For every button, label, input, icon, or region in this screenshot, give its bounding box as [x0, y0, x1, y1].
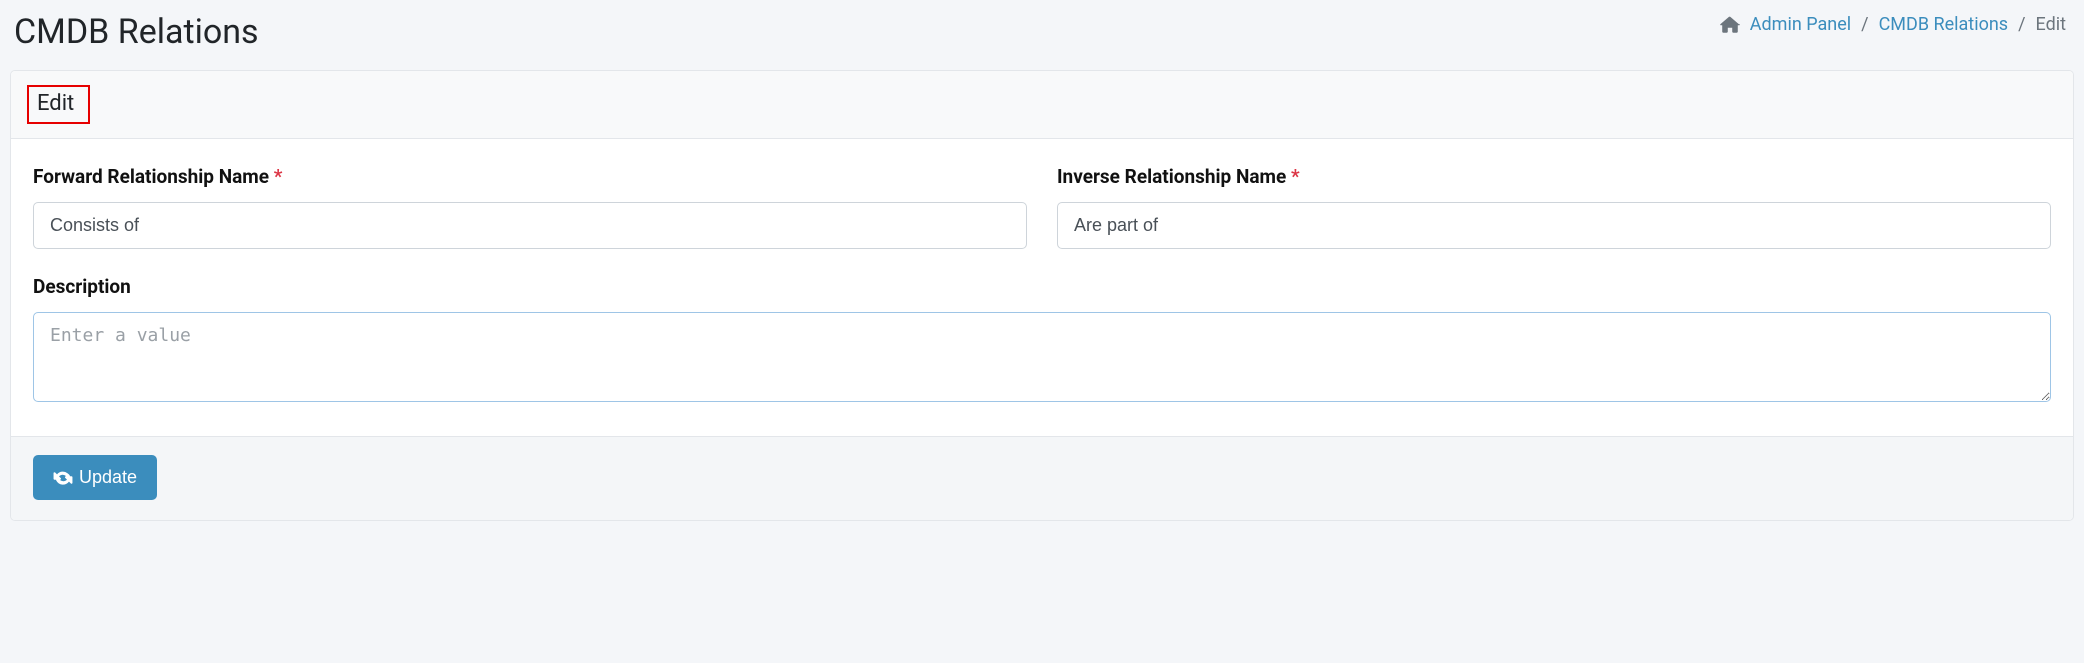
inverse-input[interactable]	[1057, 202, 2051, 249]
page-header: CMDB Relations Admin Panel / CMDB Relati…	[10, 8, 2074, 70]
update-button-label: Update	[79, 467, 137, 488]
inverse-label: Inverse Relationship Name *	[1057, 165, 2051, 188]
description-label: Description	[33, 275, 2051, 298]
breadcrumb-link-admin[interactable]: Admin Panel	[1750, 14, 1851, 35]
breadcrumb-sep: /	[1861, 14, 1868, 35]
breadcrumb-link-cmdb[interactable]: CMDB Relations	[1879, 14, 2009, 35]
inverse-label-text: Inverse Relationship Name	[1057, 165, 1286, 188]
forward-label: Forward Relationship Name *	[33, 165, 1027, 188]
breadcrumb-current: Edit	[2036, 14, 2066, 35]
required-mark: *	[1291, 165, 1300, 188]
card-body: Forward Relationship Name * Inverse Rela…	[11, 139, 2073, 436]
page: CMDB Relations Admin Panel / CMDB Relati…	[0, 0, 2084, 531]
card-header: Edit	[11, 71, 2073, 139]
update-button[interactable]: Update	[33, 455, 157, 500]
tab-edit[interactable]: Edit	[27, 85, 90, 124]
form-group-forward: Forward Relationship Name *	[33, 165, 1027, 249]
form-group-inverse: Inverse Relationship Name *	[1057, 165, 2051, 249]
breadcrumb-sep: /	[2018, 14, 2025, 35]
sync-icon	[53, 468, 73, 488]
page-title: CMDB Relations	[14, 12, 259, 52]
breadcrumb: Admin Panel / CMDB Relations / Edit	[1720, 12, 2066, 35]
card-footer: Update	[11, 436, 2073, 520]
home-icon	[1720, 16, 1740, 34]
forward-label-text: Forward Relationship Name	[33, 165, 269, 188]
form-group-description: Description	[33, 275, 2051, 406]
description-textarea[interactable]	[33, 312, 2051, 402]
form-row-names: Forward Relationship Name * Inverse Rela…	[33, 165, 2051, 249]
edit-card: Edit Forward Relationship Name * Inverse…	[10, 70, 2074, 521]
required-mark: *	[274, 165, 283, 188]
forward-input[interactable]	[33, 202, 1027, 249]
